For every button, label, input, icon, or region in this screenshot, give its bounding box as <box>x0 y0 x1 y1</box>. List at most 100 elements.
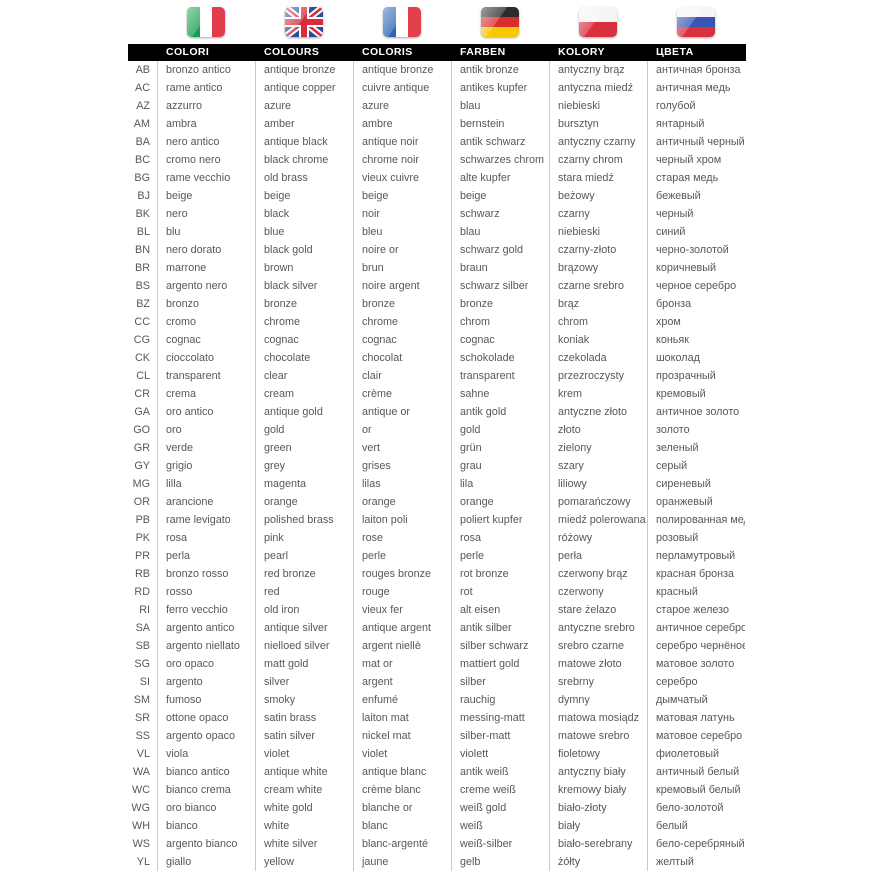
table-row: BK nero black noir schwarz czarny черный <box>128 205 746 223</box>
color-name-ru: античная медь <box>647 79 745 97</box>
color-code: SM <box>133 694 150 706</box>
color-name-ru: античный белый <box>647 763 745 781</box>
color-name-pl: żółty <box>549 853 647 871</box>
table-row: SI argento silver argent silber srebrny серебр… <box>128 673 746 691</box>
color-code: CL <box>136 370 150 382</box>
table-row: WC bianco crema cream white crème blanc crem… <box>128 781 746 799</box>
color-name-en: black gold <box>255 241 353 259</box>
flag-gloss-highlight <box>383 6 421 37</box>
color-name-pl: kremowy biały <box>549 781 647 799</box>
color-name-ru: прозрачный <box>647 367 745 385</box>
color-name-en: beige <box>255 187 353 205</box>
color-code: BR <box>135 262 150 274</box>
table-row: WS argento bianco white silver blanc-argent… <box>128 835 746 853</box>
color-name-ru: кремовый <box>647 385 745 403</box>
color-name-it: bronzo <box>157 295 255 313</box>
table-row: BL blu blue bleu blau niebieski синий <box>128 223 746 241</box>
color-name-fr: lilas <box>353 475 451 493</box>
color-name-fr: vieux fer <box>353 601 451 619</box>
color-code: SI <box>139 676 150 688</box>
color-name-pl: matowa mosiądz <box>549 709 647 727</box>
color-name-de: messing-matt <box>451 709 549 727</box>
color-name-ru: античная бронза <box>647 61 745 79</box>
color-name-it: perla <box>157 547 255 565</box>
color-name-pl: biały <box>549 817 647 835</box>
table-body: AB bronzo antico antique bronze antique bro… <box>128 61 746 871</box>
table-row: BJ beige beige beige beige beżowy бежевый <box>128 187 746 205</box>
color-name-it: rosso <box>157 583 255 601</box>
table-row: GO oro gold or gold złoto золото <box>128 421 746 439</box>
color-name-en: chocolate <box>255 349 353 367</box>
color-name-de: rosa <box>451 529 549 547</box>
color-name-en: antique black <box>255 133 353 151</box>
color-name-en: red <box>255 583 353 601</box>
color-name-fr: beige <box>353 187 451 205</box>
flag-cell-italy <box>157 6 255 37</box>
color-code: BG <box>134 172 150 184</box>
color-code: MG <box>132 478 150 490</box>
color-code: WS <box>132 838 150 850</box>
flag-gloss-highlight <box>579 6 617 37</box>
color-name-ru: синий <box>647 223 745 241</box>
color-name-fr: or <box>353 421 451 439</box>
color-name-fr: chrome noir <box>353 151 451 169</box>
table-row: BN nero dorato black gold noire or schwarz g… <box>128 241 746 259</box>
color-name-it: bianco crema <box>157 781 255 799</box>
color-name-it: beige <box>157 187 255 205</box>
color-name-de: bronze <box>451 295 549 313</box>
color-name-ru: серебро <box>647 673 745 691</box>
color-code: SS <box>135 730 150 742</box>
color-name-fr: bronze <box>353 295 451 313</box>
table-row: AM ambra amber ambre bernstein bursztyn янтарн… <box>128 115 746 133</box>
column-header-pl: KOLORY <box>558 46 605 58</box>
color-name-it: argento <box>157 673 255 691</box>
flag-cell-russia <box>647 6 745 37</box>
color-name-de: rauchig <box>451 691 549 709</box>
color-code: VL <box>136 748 150 760</box>
color-name-en: nielloed silver <box>255 637 353 655</box>
color-name-it: argento bianco <box>157 835 255 853</box>
color-name-pl: srebro czarne <box>549 637 647 655</box>
color-name-en: white gold <box>255 799 353 817</box>
flag-germany-icon <box>481 6 519 37</box>
color-name-it: bronzo antico <box>157 61 255 79</box>
table-row: AZ azzurro azure azure blau niebieski голубой <box>128 97 746 115</box>
table-row: SG oro opaco matt gold mat or mattiert gold m… <box>128 655 746 673</box>
color-name-ru: красная бронза <box>647 565 745 583</box>
color-code: AB <box>135 64 150 76</box>
flag-cell-uk <box>255 6 353 37</box>
color-name-en: cream white <box>255 781 353 799</box>
color-name-fr: vert <box>353 439 451 457</box>
table-row: BS argento nero black silver noire argent sc… <box>128 277 746 295</box>
color-name-it: marrone <box>157 259 255 277</box>
table-row: CK cioccolato chocolate chocolat schokolade c… <box>128 349 746 367</box>
color-name-fr: vieux cuivre <box>353 169 451 187</box>
color-name-it: blu <box>157 223 255 241</box>
table-row: PR perla pearl perle perle perła перламутровый <box>128 547 746 565</box>
column-header-fr: COLORIS <box>362 46 413 58</box>
color-name-de: gold <box>451 421 549 439</box>
flag-france-icon <box>383 6 421 37</box>
color-name-it: nero dorato <box>157 241 255 259</box>
color-name-fr: noire argent <box>353 277 451 295</box>
color-name-fr: chrome <box>353 313 451 331</box>
color-name-de: schwarz <box>451 205 549 223</box>
color-name-ru: старое железо <box>647 601 745 619</box>
color-name-de: grau <box>451 457 549 475</box>
color-name-en: silver <box>255 673 353 691</box>
color-name-de: blau <box>451 223 549 241</box>
table-row: CC cromo chrome chrome chrom chrom хром <box>128 313 746 331</box>
color-name-pl: biało-serebrany <box>549 835 647 853</box>
color-name-pl: szary <box>549 457 647 475</box>
color-code: BK <box>135 208 150 220</box>
color-code: RD <box>134 586 150 598</box>
table-row: AC rame antico antique copper cuivre antiqu… <box>128 79 746 97</box>
color-name-en: green <box>255 439 353 457</box>
color-name-it: nero antico <box>157 133 255 151</box>
color-name-ru: матовое серебро <box>647 727 745 745</box>
table-row: VL viola violet violet violett fioletowy фиоле… <box>128 745 746 763</box>
color-name-fr: orange <box>353 493 451 511</box>
color-name-fr: perle <box>353 547 451 565</box>
color-name-it: giallo <box>157 853 255 871</box>
flag-italy-icon <box>187 6 225 37</box>
